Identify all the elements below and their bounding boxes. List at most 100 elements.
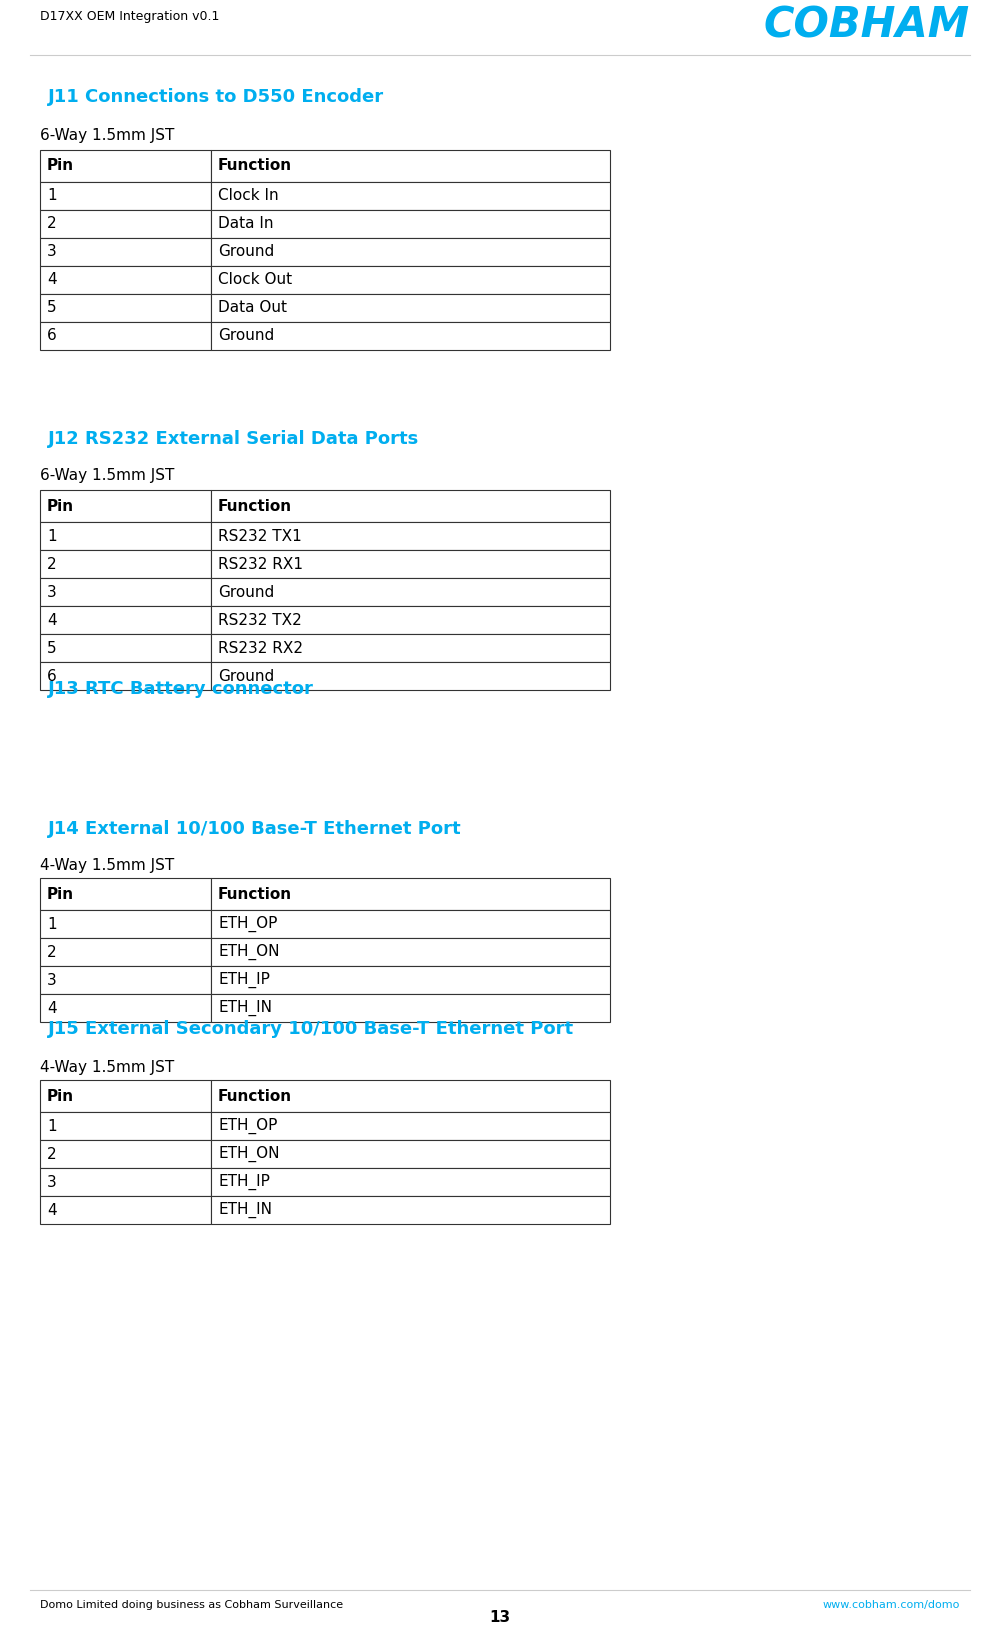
Bar	[40, 1111, 211, 1139]
Text: J15 External Secondary 10/100 Base-T Ethernet Port: J15 External Secondary 10/100 Base-T Eth…	[48, 1019, 574, 1037]
Bar	[211, 607, 610, 635]
Text: RS232 RX1: RS232 RX1	[218, 557, 303, 572]
Bar	[211, 322, 610, 350]
Text: 6: 6	[47, 669, 57, 684]
Bar	[40, 1139, 211, 1167]
Bar	[40, 579, 211, 607]
Bar	[211, 878, 610, 911]
Text: 6: 6	[47, 329, 57, 344]
Bar	[211, 939, 610, 967]
Text: Pin: Pin	[47, 158, 74, 174]
Bar	[211, 995, 610, 1023]
Bar	[40, 210, 211, 238]
Text: RS232 RX2: RS232 RX2	[218, 641, 303, 656]
Text: 2: 2	[47, 217, 57, 232]
Text: ETH_ON: ETH_ON	[218, 944, 280, 960]
Text: RS232 TX2: RS232 TX2	[218, 613, 302, 628]
Text: ETH_IN: ETH_IN	[218, 1000, 272, 1016]
Text: J11 Connections to D550 Encoder: J11 Connections to D550 Encoder	[48, 89, 384, 105]
Text: 1: 1	[47, 1118, 57, 1133]
Text: 3: 3	[47, 1174, 57, 1190]
Bar	[40, 607, 211, 635]
Bar	[40, 551, 211, 579]
Text: ETH_IP: ETH_IP	[218, 1174, 270, 1190]
Text: 5: 5	[47, 301, 57, 316]
Bar	[40, 967, 211, 995]
Text: 6-Way 1.5mm JST: 6-Way 1.5mm JST	[40, 128, 174, 143]
Bar	[40, 635, 211, 663]
Bar	[211, 294, 610, 322]
Bar	[40, 995, 211, 1023]
Text: Function: Function	[218, 886, 292, 901]
Bar	[211, 1111, 610, 1139]
Bar	[40, 523, 211, 551]
Text: Ground: Ground	[218, 669, 274, 684]
Text: 13: 13	[489, 1609, 511, 1624]
Text: 3: 3	[47, 245, 57, 260]
Text: 1: 1	[47, 528, 57, 544]
Text: Ground: Ground	[218, 329, 274, 344]
Bar	[211, 210, 610, 238]
Bar	[211, 1167, 610, 1195]
Text: ETH_IN: ETH_IN	[218, 1202, 272, 1218]
Text: Function: Function	[218, 158, 292, 174]
Bar	[40, 1195, 211, 1225]
Bar	[40, 182, 211, 210]
Bar	[40, 150, 211, 182]
Text: J14 External 10/100 Base-T Ethernet Port: J14 External 10/100 Base-T Ethernet Port	[48, 820, 462, 838]
Text: J13 RTC Battery connector: J13 RTC Battery connector	[48, 681, 314, 699]
Text: 4: 4	[47, 613, 57, 628]
Bar	[211, 523, 610, 551]
Text: 1: 1	[47, 916, 57, 932]
Bar	[40, 294, 211, 322]
Bar	[40, 490, 211, 523]
Bar	[211, 238, 610, 266]
Bar	[211, 579, 610, 607]
Text: 2: 2	[47, 557, 57, 572]
Text: 4-Way 1.5mm JST: 4-Way 1.5mm JST	[40, 858, 174, 873]
Text: 4: 4	[47, 1001, 57, 1016]
Text: 1: 1	[47, 189, 57, 204]
Text: Pin: Pin	[47, 1088, 74, 1103]
Text: 2: 2	[47, 945, 57, 960]
Text: Data In: Data In	[218, 217, 274, 232]
Text: D17XX OEM Integration v0.1: D17XX OEM Integration v0.1	[40, 10, 219, 23]
Text: Clock In: Clock In	[218, 189, 279, 204]
Bar	[211, 635, 610, 663]
Text: ETH_OP: ETH_OP	[218, 916, 277, 932]
Text: Pin: Pin	[47, 886, 74, 901]
Text: Function: Function	[218, 498, 292, 513]
Text: www.cobham.com/domo: www.cobham.com/domo	[823, 1600, 960, 1609]
Text: 3: 3	[47, 973, 57, 988]
Bar	[40, 663, 211, 690]
Text: Data Out: Data Out	[218, 301, 287, 316]
Text: ETH_IP: ETH_IP	[218, 972, 270, 988]
Bar	[211, 182, 610, 210]
Text: Function: Function	[218, 1088, 292, 1103]
Text: Ground: Ground	[218, 245, 274, 260]
Text: 4: 4	[47, 273, 57, 288]
Bar	[211, 1080, 610, 1111]
Text: Ground: Ground	[218, 585, 274, 600]
Bar	[211, 551, 610, 579]
Bar	[40, 1167, 211, 1195]
Text: 2: 2	[47, 1146, 57, 1162]
Bar	[40, 911, 211, 939]
Text: RS232 TX1: RS232 TX1	[218, 528, 302, 544]
Bar	[211, 266, 610, 294]
Bar	[40, 238, 211, 266]
Bar	[40, 322, 211, 350]
Text: 6-Way 1.5mm JST: 6-Way 1.5mm JST	[40, 469, 174, 483]
Bar	[40, 878, 211, 911]
Bar	[40, 266, 211, 294]
Text: COBHAM: COBHAM	[764, 3, 970, 46]
Bar	[211, 1195, 610, 1225]
Bar	[40, 939, 211, 967]
Text: Clock Out: Clock Out	[218, 273, 292, 288]
Bar	[211, 911, 610, 939]
Text: 5: 5	[47, 641, 57, 656]
Bar	[40, 1080, 211, 1111]
Bar	[211, 490, 610, 523]
Text: 4-Way 1.5mm JST: 4-Way 1.5mm JST	[40, 1060, 174, 1075]
Text: 4: 4	[47, 1202, 57, 1218]
